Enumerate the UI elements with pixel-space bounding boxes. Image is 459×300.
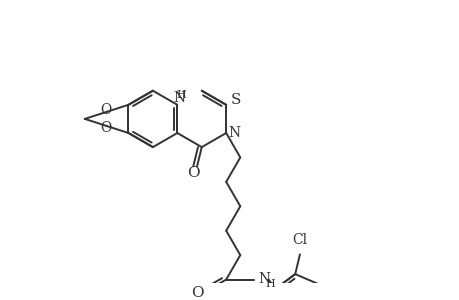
Text: N: N xyxy=(228,126,240,140)
Text: O: O xyxy=(100,121,111,135)
Text: Cl: Cl xyxy=(292,233,307,247)
Text: S: S xyxy=(230,93,240,107)
Text: N: N xyxy=(257,272,270,286)
Text: O: O xyxy=(186,166,199,180)
Text: O: O xyxy=(100,103,111,117)
Text: O: O xyxy=(191,286,204,300)
Text: H: H xyxy=(265,279,275,289)
Text: H: H xyxy=(176,90,185,100)
Text: N: N xyxy=(174,91,185,105)
